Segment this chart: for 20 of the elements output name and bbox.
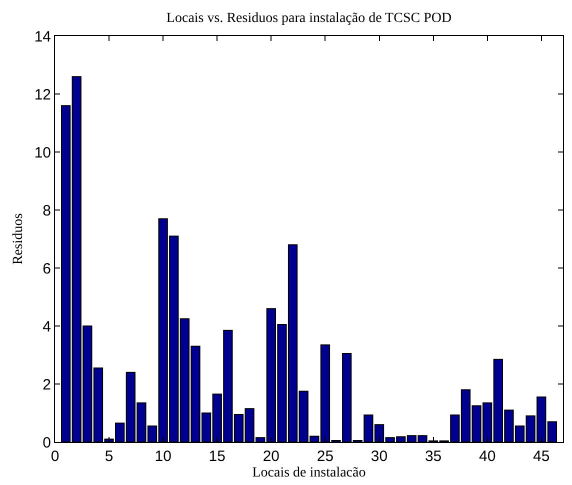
y-tick-label: 8 [42, 202, 51, 220]
x-tick-label: 30 [370, 448, 388, 465]
y-tick-label: 0 [42, 434, 51, 452]
y-tick-label: 14 [34, 28, 51, 46]
x-tick-label: 10 [154, 448, 172, 465]
y-tick-label: 4 [42, 318, 51, 336]
y-axis-title: Residuos [10, 213, 26, 265]
y-tick-label: 2 [42, 376, 51, 394]
x-axis-title: Locais de instalacão [252, 465, 366, 480]
y-tick-label: 10 [34, 144, 51, 162]
x-tick-label: 40 [478, 448, 496, 465]
x-tick-label: 35 [424, 448, 442, 465]
x-tick-label: 20 [262, 448, 280, 465]
chart-title: Locais vs. Residuos para instalação de TCSC POD [166, 10, 452, 26]
y-tick-label: 12 [34, 86, 51, 104]
x-tick-label: 45 [533, 448, 550, 465]
x-tick-label: 5 [104, 448, 114, 465]
x-tick-label: 15 [208, 448, 226, 465]
y-tick-label: 6 [42, 260, 51, 278]
x-tick-label: 25 [316, 448, 334, 465]
